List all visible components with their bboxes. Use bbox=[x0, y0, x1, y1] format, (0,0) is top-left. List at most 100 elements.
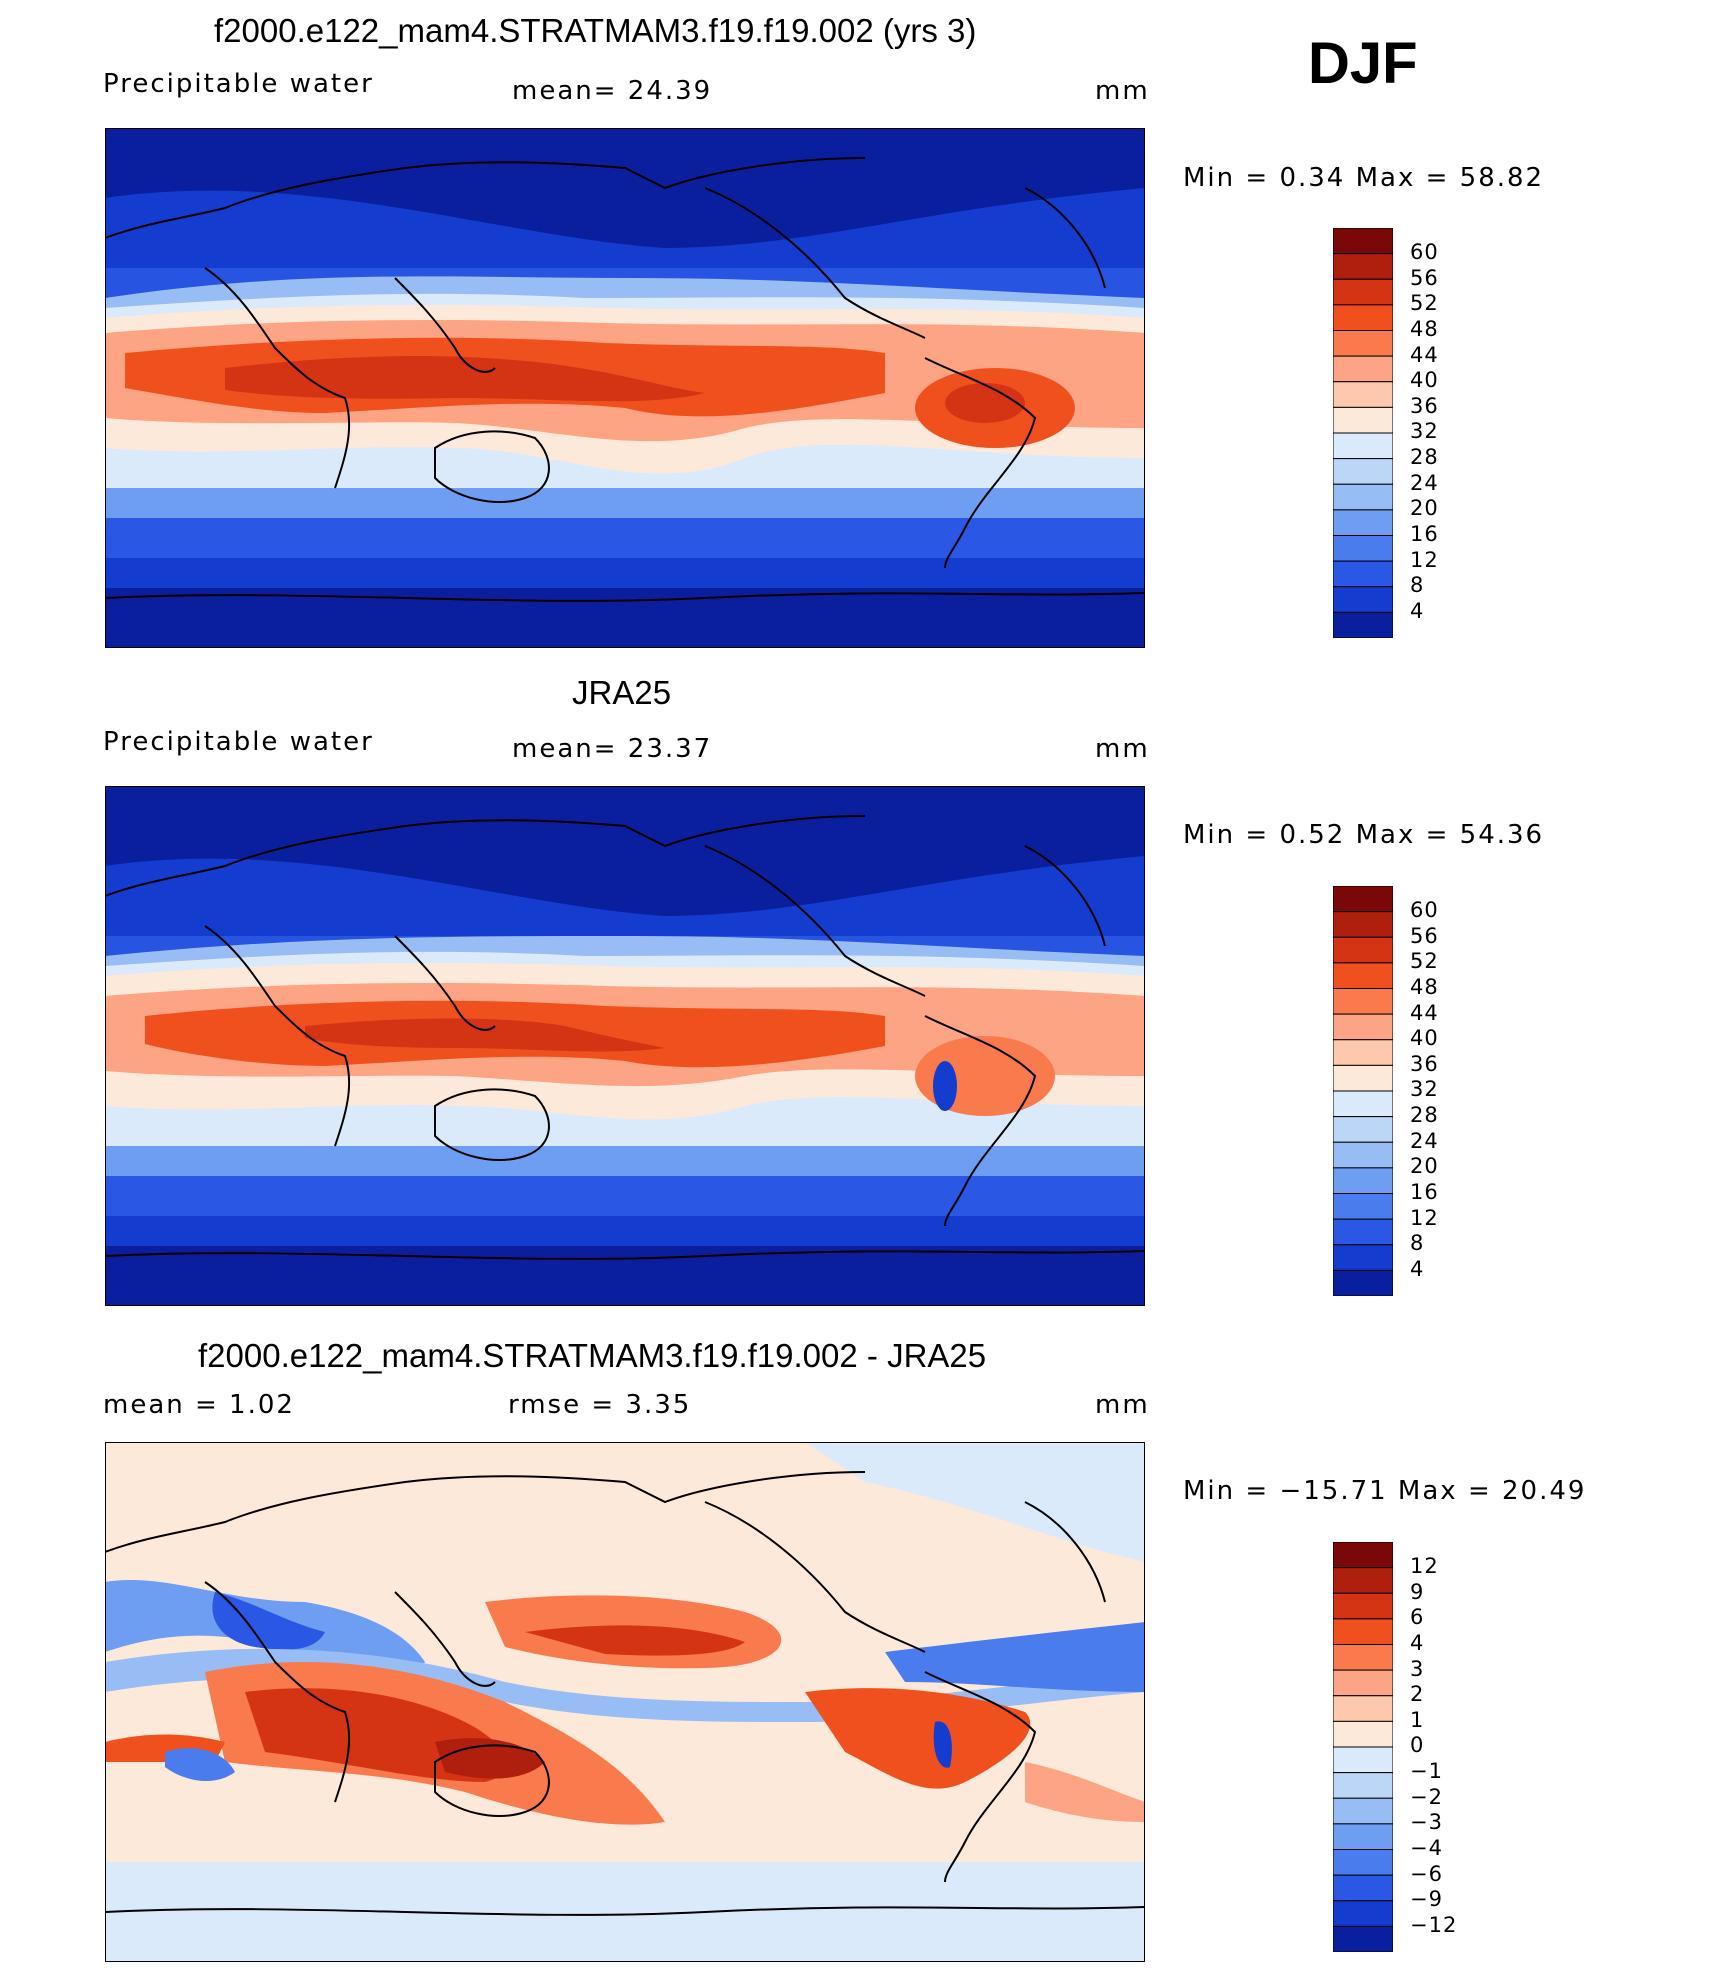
colorbar-swatch bbox=[1333, 1797, 1393, 1825]
model-map bbox=[105, 128, 1145, 648]
colorbar-tick-label: 4 bbox=[1410, 1630, 1425, 1655]
mean-label: mean= 24.39 bbox=[512, 76, 713, 106]
difference-map bbox=[105, 1442, 1145, 1962]
colorbar-tick-label: 16 bbox=[1410, 521, 1439, 546]
colorbar-tick-label: 20 bbox=[1410, 1154, 1439, 1179]
colorbar-swatch bbox=[1333, 1669, 1393, 1697]
colorbar-tick-label: 56 bbox=[1410, 923, 1439, 948]
colorbar-swatch bbox=[1333, 1193, 1393, 1220]
colorbar-swatch bbox=[1333, 1090, 1393, 1118]
season-label: DJF bbox=[1308, 31, 1418, 96]
colorbar bbox=[1333, 886, 1393, 1296]
colorbar-swatch bbox=[1333, 560, 1393, 588]
units-label: mm bbox=[1095, 1390, 1150, 1420]
colorbar-swatch bbox=[1333, 1772, 1393, 1799]
colorbar-swatch bbox=[1333, 1900, 1393, 1927]
colorbar-tick-label: 16 bbox=[1410, 1179, 1439, 1204]
colorbar-tick-label: 8 bbox=[1410, 573, 1425, 598]
colorbar-tick-label: −4 bbox=[1410, 1835, 1443, 1860]
colorbar-tick-label: 40 bbox=[1410, 368, 1439, 393]
colorbar-tick-label: 36 bbox=[1410, 1051, 1439, 1076]
colorbar-tick-label: −6 bbox=[1410, 1861, 1443, 1886]
colorbar-tick-label: −12 bbox=[1410, 1912, 1458, 1937]
colorbar-swatch bbox=[1333, 1746, 1393, 1774]
colorbar-swatch bbox=[1333, 1116, 1393, 1143]
variable-label: Precipitable water bbox=[103, 727, 374, 757]
panel-title: JRA25 bbox=[572, 674, 672, 711]
colorbar-swatch bbox=[1333, 1695, 1393, 1722]
colorbar-swatch bbox=[1333, 253, 1393, 280]
colorbar-swatch bbox=[1333, 406, 1393, 434]
colorbar-swatch bbox=[1333, 586, 1393, 613]
colorbar-tick-label: 0 bbox=[1410, 1733, 1425, 1758]
colorbar-swatch bbox=[1333, 1244, 1393, 1271]
colorbar-swatch bbox=[1333, 1644, 1393, 1671]
colorbar-swatch bbox=[1333, 278, 1393, 306]
colorbar-tick-label: 48 bbox=[1410, 316, 1439, 341]
colorbar-tick-label: 3 bbox=[1410, 1656, 1425, 1681]
colorbar-swatch bbox=[1333, 1849, 1393, 1876]
colorbar-swatch bbox=[1333, 886, 1393, 913]
colorbar-swatch bbox=[1333, 1141, 1393, 1169]
colorbar-tick-label: 44 bbox=[1410, 1000, 1439, 1025]
colorbar-tick-label: 6 bbox=[1410, 1605, 1425, 1630]
panel-title: f2000.e122_mam4.STRATMAM3.f19.f19.002 - … bbox=[198, 1337, 987, 1374]
colorbar-tick-label: 2 bbox=[1410, 1682, 1425, 1707]
colorbar-tick-label: 1 bbox=[1410, 1707, 1425, 1732]
colorbar-tick-label: 48 bbox=[1410, 974, 1439, 999]
colorbar-tick-label: 40 bbox=[1410, 1026, 1439, 1051]
mean-label: mean = 1.02 bbox=[103, 1390, 295, 1420]
colorbar-tick-label: 60 bbox=[1410, 240, 1439, 264]
colorbar-tick-label: −3 bbox=[1410, 1810, 1443, 1835]
colorbar-swatch bbox=[1333, 1542, 1393, 1569]
colorbar-tick-label: 28 bbox=[1410, 445, 1439, 469]
rmse-label: rmse = 3.35 bbox=[508, 1390, 692, 1420]
colorbar-tick-label: 44 bbox=[1410, 342, 1439, 367]
colorbar-swatch bbox=[1333, 1925, 1393, 1952]
colorbar-swatch bbox=[1333, 381, 1393, 408]
colorbar-tick-label: −1 bbox=[1410, 1759, 1443, 1783]
colorbar-swatch bbox=[1333, 988, 1393, 1015]
colorbar-swatch bbox=[1333, 330, 1393, 357]
colorbar bbox=[1333, 1542, 1393, 1952]
colorbar-swatch bbox=[1333, 304, 1393, 331]
colorbar-tick-label: 12 bbox=[1410, 547, 1439, 572]
colorbar-swatch bbox=[1333, 458, 1393, 485]
colorbar-swatch bbox=[1333, 1618, 1393, 1645]
colorbar-tick-label: −9 bbox=[1410, 1887, 1443, 1912]
colorbar-tick-label: 8 bbox=[1410, 1231, 1425, 1256]
units-label: mm bbox=[1095, 76, 1150, 106]
colorbar-tick-label: 4 bbox=[1410, 598, 1425, 623]
colorbar-swatch bbox=[1333, 432, 1393, 460]
colorbar-tick-label: 12 bbox=[1410, 1554, 1439, 1578]
colorbar-swatch bbox=[1333, 1013, 1393, 1041]
colorbar-tick-label: 52 bbox=[1410, 291, 1439, 316]
colorbar-tick-label: 24 bbox=[1410, 470, 1439, 495]
colorbar-tick-label: 56 bbox=[1410, 265, 1439, 290]
min-max-label: Min = 0.52 Max = 54.36 bbox=[1183, 820, 1545, 850]
colorbar-tick-label: 9 bbox=[1410, 1579, 1425, 1604]
colorbar-swatch bbox=[1333, 936, 1393, 964]
colorbar-swatch bbox=[1333, 1874, 1393, 1902]
colorbar-swatch bbox=[1333, 483, 1393, 511]
colorbar-swatch bbox=[1333, 911, 1393, 938]
colorbar bbox=[1333, 228, 1393, 638]
mean-label: mean= 23.37 bbox=[512, 734, 713, 764]
colorbar-swatch bbox=[1333, 1823, 1393, 1850]
colorbar-swatch bbox=[1333, 1167, 1393, 1194]
colorbar-swatch bbox=[1333, 509, 1393, 536]
colorbar-tick-label: 24 bbox=[1410, 1128, 1439, 1153]
colorbar-swatch bbox=[1333, 1592, 1393, 1620]
colorbar-swatch bbox=[1333, 962, 1393, 989]
colorbar-swatch bbox=[1333, 535, 1393, 562]
colorbar-swatch bbox=[1333, 1720, 1393, 1748]
colorbar-swatch bbox=[1333, 1064, 1393, 1092]
colorbar-tick-label: 32 bbox=[1410, 419, 1439, 444]
colorbar-tick-label: 36 bbox=[1410, 393, 1439, 418]
colorbar-swatch bbox=[1333, 1218, 1393, 1246]
colorbar-swatch bbox=[1333, 228, 1393, 255]
panel-title: f2000.e122_mam4.STRATMAM3.f19.f19.002 (y… bbox=[214, 12, 977, 49]
colorbar-tick-label: 28 bbox=[1410, 1103, 1439, 1127]
reference-map bbox=[105, 786, 1145, 1306]
colorbar-tick-label: 12 bbox=[1410, 1205, 1439, 1230]
